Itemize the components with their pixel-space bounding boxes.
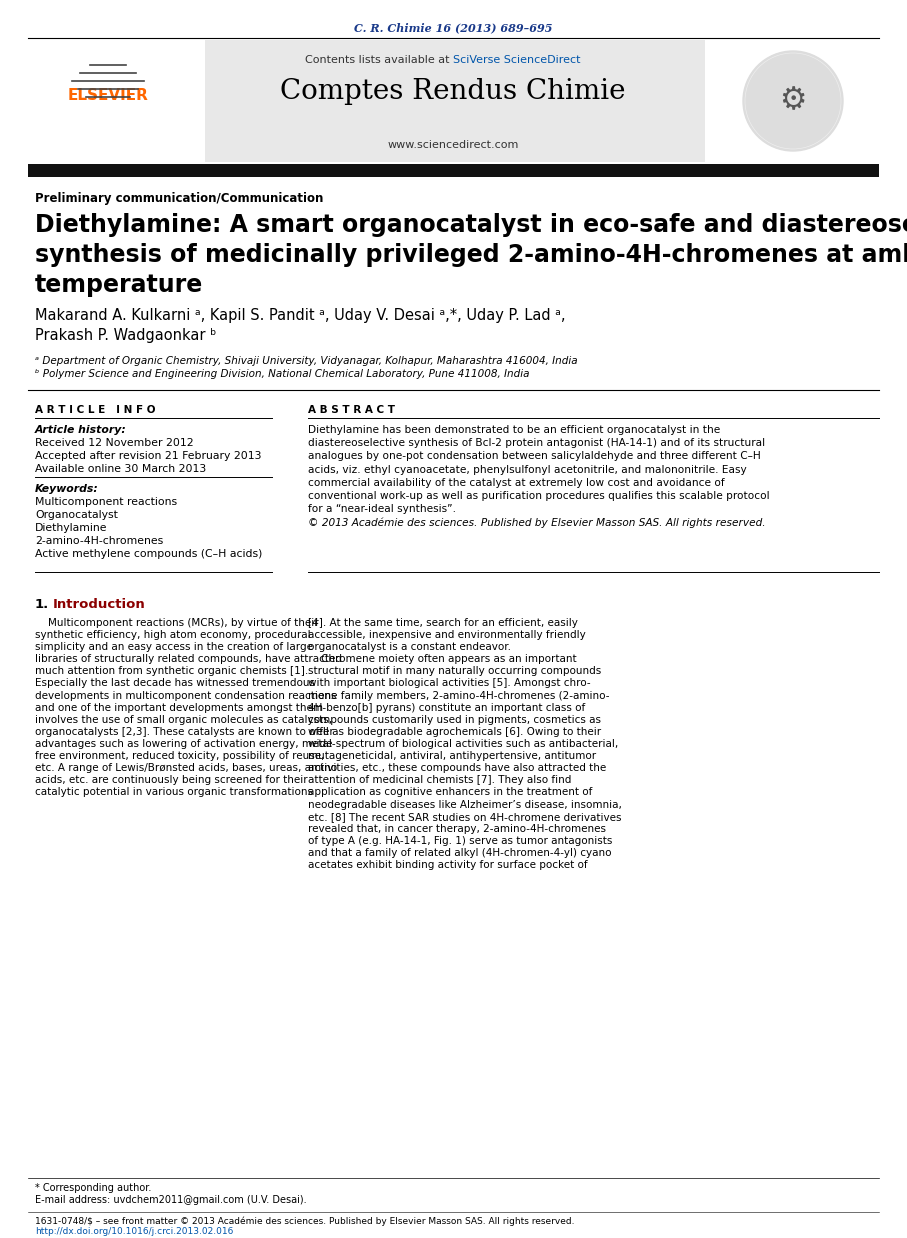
Text: acetates exhibit binding activity for surface pocket of: acetates exhibit binding activity for su… xyxy=(308,860,588,870)
Text: Accepted after revision 21 February 2013: Accepted after revision 21 February 2013 xyxy=(35,451,261,461)
Text: A B S T R A C T: A B S T R A C T xyxy=(308,405,395,415)
Text: Diethylamine: Diethylamine xyxy=(35,522,108,534)
Text: Chromene moiety often appears as an important: Chromene moiety often appears as an impo… xyxy=(308,655,577,665)
FancyBboxPatch shape xyxy=(707,40,879,162)
Text: temperature: temperature xyxy=(35,274,203,297)
Text: neodegradable diseases like Alzheimer’s disease, insomnia,: neodegradable diseases like Alzheimer’s … xyxy=(308,800,622,810)
Text: with important biological activities [5]. Amongst chro-: with important biological activities [5]… xyxy=(308,678,590,688)
Text: Multicomponent reactions: Multicomponent reactions xyxy=(35,496,177,508)
Text: structural motif in many naturally occurring compounds: structural motif in many naturally occur… xyxy=(308,666,601,676)
Text: ⚙: ⚙ xyxy=(779,87,806,115)
FancyBboxPatch shape xyxy=(28,163,879,177)
Text: involves the use of small organic molecules as catalysts,: involves the use of small organic molecu… xyxy=(35,714,332,724)
Text: A R T I C L E   I N F O: A R T I C L E I N F O xyxy=(35,405,155,415)
Text: catalytic potential in various organic transformations: catalytic potential in various organic t… xyxy=(35,787,313,797)
Text: wide spectrum of biological activities such as antibacterial,: wide spectrum of biological activities s… xyxy=(308,739,619,749)
Text: Diethylamine: A smart organocatalyst in eco-safe and diastereoselective: Diethylamine: A smart organocatalyst in … xyxy=(35,213,907,236)
Text: * Corresponding author.: * Corresponding author. xyxy=(35,1184,151,1193)
Text: for a “near-ideal synthesis”.: for a “near-ideal synthesis”. xyxy=(308,504,456,514)
Text: attention of medicinal chemists [7]. They also find: attention of medicinal chemists [7]. The… xyxy=(308,775,571,785)
Text: and that a family of related alkyl (4H-chromen-4-yl) cyano: and that a family of related alkyl (4H-c… xyxy=(308,848,611,858)
Text: 1631-0748/$ – see front matter © 2013 Académie des sciences. Published by Elsevi: 1631-0748/$ – see front matter © 2013 Ac… xyxy=(35,1216,574,1226)
Text: application as cognitive enhancers in the treatment of: application as cognitive enhancers in th… xyxy=(308,787,592,797)
Text: Preliminary communication/Communication: Preliminary communication/Communication xyxy=(35,192,324,206)
Text: mutageneticidal, antiviral, antihypertensive, antitumor: mutageneticidal, antiviral, antihyperten… xyxy=(308,751,596,761)
Text: free environment, reduced toxicity, possibility of reuse,: free environment, reduced toxicity, poss… xyxy=(35,751,325,761)
Text: 4H-benzo[b] pyrans) constitute an important class of: 4H-benzo[b] pyrans) constitute an import… xyxy=(308,703,585,713)
Text: ᵇ Polymer Science and Engineering Division, National Chemical Laboratory, Pune 4: ᵇ Polymer Science and Engineering Divisi… xyxy=(35,369,530,379)
Text: synthetic efficiency, high atom economy, procedural: synthetic efficiency, high atom economy,… xyxy=(35,630,310,640)
Text: Diethylamine has been demonstrated to be an efficient organocatalyst in the: Diethylamine has been demonstrated to be… xyxy=(308,425,720,435)
Text: compounds customarily used in pigments, cosmetics as: compounds customarily used in pigments, … xyxy=(308,714,601,724)
Text: well as biodegradable agrochemicals [6]. Owing to their: well as biodegradable agrochemicals [6].… xyxy=(308,727,601,737)
FancyBboxPatch shape xyxy=(205,40,705,162)
Text: ᵃ Department of Organic Chemistry, Shivaji University, Vidyanagar, Kolhapur, Mah: ᵃ Department of Organic Chemistry, Shiva… xyxy=(35,357,578,366)
Text: Prakash P. Wadgaonkar ᵇ: Prakash P. Wadgaonkar ᵇ xyxy=(35,328,217,343)
Text: 1.: 1. xyxy=(35,598,49,612)
Text: Received 12 November 2012: Received 12 November 2012 xyxy=(35,438,193,448)
Text: © 2013 Académie des sciences. Published by Elsevier Masson SAS. All rights reser: © 2013 Académie des sciences. Published … xyxy=(308,517,766,527)
Text: activities, etc., these compounds have also attracted the: activities, etc., these compounds have a… xyxy=(308,763,606,774)
Text: Keywords:: Keywords: xyxy=(35,484,99,494)
Text: developments in multicomponent condensation reactions: developments in multicomponent condensat… xyxy=(35,691,336,701)
Text: Available online 30 March 2013: Available online 30 March 2013 xyxy=(35,464,206,474)
Text: mene family members, 2-amino-4H-chromenes (2-amino-: mene family members, 2-amino-4H-chromene… xyxy=(308,691,610,701)
Text: diastereoselective synthesis of Bcl-2 protein antagonist (HA-14-1) and of its st: diastereoselective synthesis of Bcl-2 pr… xyxy=(308,438,766,448)
Text: organocatalysts [2,3]. These catalysts are known to offer: organocatalysts [2,3]. These catalysts a… xyxy=(35,727,334,737)
Text: conventional work-up as well as purification procedures qualifies this scalable : conventional work-up as well as purifica… xyxy=(308,491,770,501)
Text: E-mail address: uvdchem2011@gmail.com (U.V. Desai).: E-mail address: uvdchem2011@gmail.com (U… xyxy=(35,1195,307,1205)
Text: acids, viz. ethyl cyanoacetate, phenylsulfonyl acetonitrile, and malononitrile. : acids, viz. ethyl cyanoacetate, phenylsu… xyxy=(308,464,746,474)
Circle shape xyxy=(743,51,843,151)
Text: Makarand A. Kulkarni ᵃ, Kapil S. Pandit ᵃ, Uday V. Desai ᵃ,*, Uday P. Lad ᵃ,: Makarand A. Kulkarni ᵃ, Kapil S. Pandit … xyxy=(35,308,565,323)
Text: http://dx.doi.org/10.1016/j.crci.2013.02.016: http://dx.doi.org/10.1016/j.crci.2013.02… xyxy=(35,1227,233,1236)
Text: 2-amino-4H-chromenes: 2-amino-4H-chromenes xyxy=(35,536,163,546)
Text: revealed that, in cancer therapy, 2-amino-4H-chromenes: revealed that, in cancer therapy, 2-amin… xyxy=(308,823,606,833)
Text: analogues by one-pot condensation between salicylaldehyde and three different C–: analogues by one-pot condensation betwee… xyxy=(308,452,761,462)
Text: C. R. Chimie 16 (2013) 689–695: C. R. Chimie 16 (2013) 689–695 xyxy=(354,22,552,33)
Text: Contents lists available at: Contents lists available at xyxy=(305,54,453,66)
Text: organocatalyst is a constant endeavor.: organocatalyst is a constant endeavor. xyxy=(308,643,511,652)
Text: advantages such as lowering of activation energy, metal-: advantages such as lowering of activatio… xyxy=(35,739,336,749)
Text: commercial availability of the catalyst at extremely low cost and avoidance of: commercial availability of the catalyst … xyxy=(308,478,725,488)
Text: synthesis of medicinally privileged 2-amino-4H-chromenes at ambient: synthesis of medicinally privileged 2-am… xyxy=(35,243,907,267)
Text: and one of the important developments amongst them: and one of the important developments am… xyxy=(35,703,323,713)
Text: etc. A range of Lewis/Brønsted acids, bases, ureas, amino: etc. A range of Lewis/Brønsted acids, ba… xyxy=(35,763,337,774)
Text: Comptes Rendus Chimie: Comptes Rendus Chimie xyxy=(280,78,626,105)
FancyBboxPatch shape xyxy=(28,40,203,162)
Text: www.sciencedirect.com: www.sciencedirect.com xyxy=(387,140,519,150)
Text: Introduction: Introduction xyxy=(53,598,146,612)
Text: Active methylene compounds (C–H acids): Active methylene compounds (C–H acids) xyxy=(35,548,262,560)
Text: much attention from synthetic organic chemists [1].: much attention from synthetic organic ch… xyxy=(35,666,308,676)
Text: accessible, inexpensive and environmentally friendly: accessible, inexpensive and environmenta… xyxy=(308,630,586,640)
Text: etc. [8] The recent SAR studies on 4H-chromene derivatives: etc. [8] The recent SAR studies on 4H-ch… xyxy=(308,812,621,822)
Text: Multicomponent reactions (MCRs), by virtue of their: Multicomponent reactions (MCRs), by virt… xyxy=(35,618,318,628)
Text: SciVerse ScienceDirect: SciVerse ScienceDirect xyxy=(453,54,580,66)
Text: [4]. At the same time, search for an efficient, easily: [4]. At the same time, search for an eff… xyxy=(308,618,578,628)
Text: simplicity and an easy access in the creation of large: simplicity and an easy access in the cre… xyxy=(35,643,313,652)
Text: Article history:: Article history: xyxy=(35,425,127,435)
Text: libraries of structurally related compounds, have attracted: libraries of structurally related compou… xyxy=(35,655,342,665)
Text: Especially the last decade has witnessed tremendous: Especially the last decade has witnessed… xyxy=(35,678,315,688)
Text: acids, etc. are continuously being screened for their: acids, etc. are continuously being scree… xyxy=(35,775,307,785)
Text: ELSEVIER: ELSEVIER xyxy=(67,88,149,103)
Text: Organocatalyst: Organocatalyst xyxy=(35,510,118,520)
Text: of type A (e.g. HA-14-1, Fig. 1) serve as tumor antagonists: of type A (e.g. HA-14-1, Fig. 1) serve a… xyxy=(308,836,612,846)
